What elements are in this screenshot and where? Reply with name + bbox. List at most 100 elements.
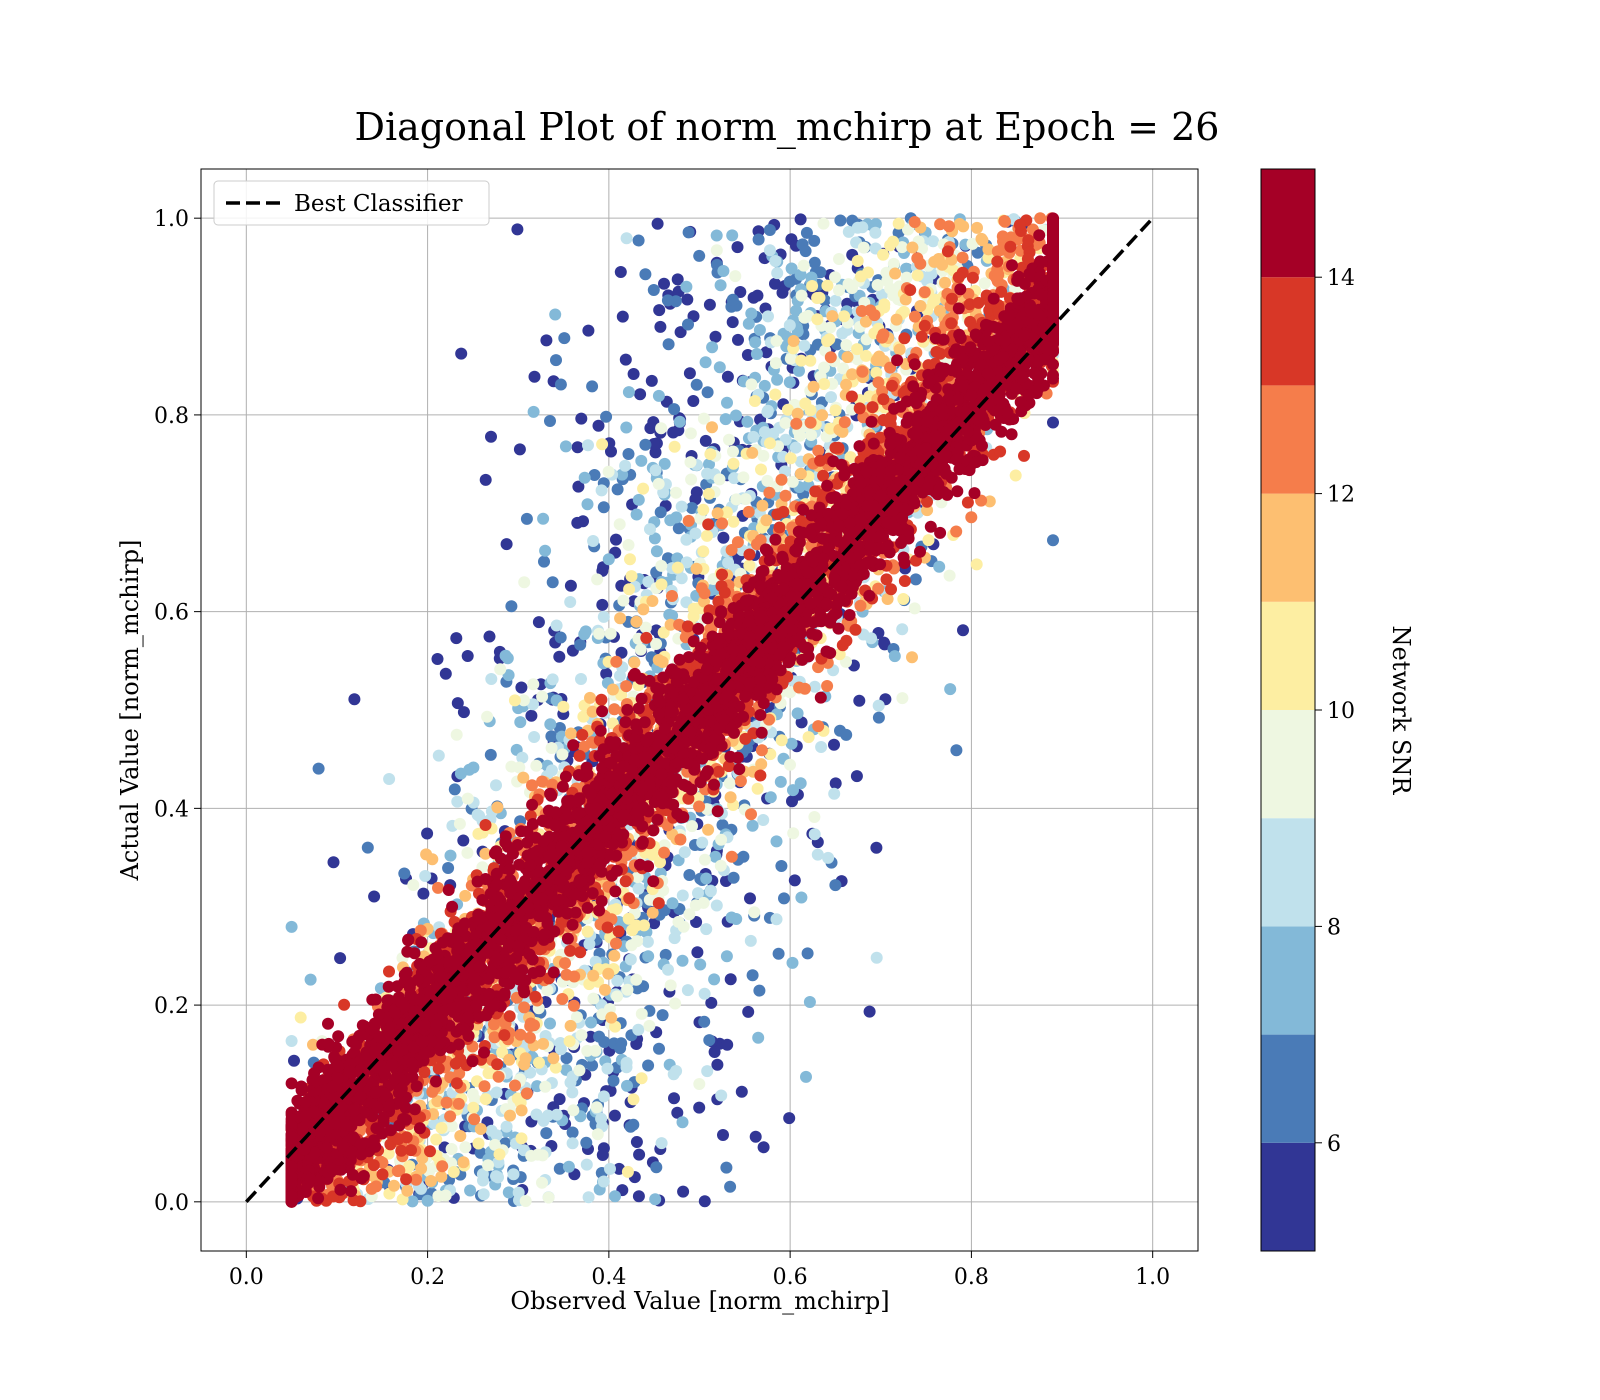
- scatter-point: [821, 680, 834, 692]
- scatter-point: [581, 498, 594, 511]
- scatter-point: [546, 673, 559, 686]
- scatter-point: [872, 711, 885, 724]
- scatter-point: [676, 889, 689, 902]
- scatter-point: [498, 1029, 511, 1042]
- scatter-point: [697, 545, 710, 558]
- scatter-point: [878, 638, 891, 651]
- scatter-point: [600, 410, 613, 423]
- scatter-point: [795, 716, 808, 729]
- scatter-point: [630, 1136, 643, 1148]
- scatter-point: [573, 1064, 586, 1077]
- scatter-point: [457, 1156, 470, 1169]
- scatter-point: [542, 1191, 555, 1204]
- scatter-point: [704, 885, 717, 898]
- scatter-point: [918, 319, 931, 332]
- scatter-point: [580, 1158, 593, 1171]
- scatter-point: [435, 1122, 448, 1134]
- scatter-point: [559, 440, 572, 453]
- scatter-point: [631, 871, 644, 884]
- scatter-point: [771, 267, 784, 280]
- scatter-point: [742, 1005, 755, 1018]
- scatter-point: [886, 379, 898, 392]
- scatter-point: [770, 835, 783, 848]
- scatter-point: [388, 1179, 400, 1192]
- scatter-point: [674, 833, 687, 846]
- scatter-point: [567, 999, 580, 1012]
- scatter-point: [718, 586, 731, 599]
- scatter-point: [781, 403, 794, 416]
- scatter-point: [558, 332, 571, 345]
- scatter-point: [654, 506, 667, 519]
- scatter-point: [616, 310, 629, 323]
- scatter-point: [896, 623, 909, 636]
- scatter-point: [610, 937, 622, 950]
- scatter-point: [621, 1079, 633, 1092]
- scatter-point: [500, 538, 513, 551]
- scatter-point: [846, 368, 859, 381]
- scatter-point: [621, 983, 634, 996]
- scatter-point: [698, 853, 711, 866]
- scatter-point: [878, 301, 891, 314]
- scatter-point: [829, 777, 842, 790]
- scatter-point: [701, 386, 714, 399]
- scatter-point: [909, 310, 921, 323]
- scatter-point: [483, 630, 496, 643]
- scatter-point: [840, 634, 853, 647]
- scatter-point: [869, 226, 882, 239]
- scatter-point: [713, 473, 726, 486]
- scatter-point: [702, 823, 715, 836]
- scatter-point: [693, 1078, 706, 1090]
- scatter-point: [706, 341, 719, 354]
- scatter-point: [791, 407, 804, 420]
- scatter-point: [877, 248, 890, 261]
- scatter-point: [735, 1085, 748, 1098]
- scatter-point: [757, 449, 770, 462]
- scatter-point: [791, 707, 804, 720]
- scatter-point: [753, 324, 766, 336]
- scatter-point: [474, 1123, 487, 1135]
- scatter-point: [758, 379, 771, 392]
- scatter-point: [717, 1129, 729, 1141]
- scatter-point: [662, 338, 675, 351]
- scatter-point: [743, 548, 756, 561]
- scatter-point: [804, 354, 817, 367]
- scatter-point: [575, 673, 587, 685]
- scatter-point: [590, 1101, 603, 1114]
- scatter-point: [508, 694, 521, 707]
- scatter-point: [693, 1101, 706, 1114]
- scatter-point: [652, 897, 665, 910]
- scatter-point: [808, 680, 821, 693]
- scatter-point: [978, 277, 991, 290]
- scatter-point: [664, 618, 677, 631]
- scatter-point: [630, 919, 643, 932]
- scatter-point: [751, 782, 764, 795]
- scatter-point: [713, 361, 726, 374]
- scatter-point: [739, 493, 752, 506]
- scatter-point: [606, 683, 619, 696]
- scatter-point: [564, 1019, 577, 1032]
- scatter-point: [681, 620, 694, 633]
- scatter-point: [601, 921, 614, 934]
- scatter-point: [698, 1195, 711, 1208]
- scatter-point: [745, 808, 757, 821]
- scatter-point: [864, 304, 877, 317]
- scatter-point: [918, 286, 931, 299]
- scatter-point: [785, 737, 798, 750]
- scatter-point: [637, 482, 650, 495]
- scatter-point: [945, 317, 958, 330]
- scatter-point: [503, 1053, 516, 1066]
- scatter-point: [526, 779, 538, 792]
- scatter-point: [727, 871, 740, 884]
- scatter-point: [457, 834, 470, 847]
- scatter-point: [582, 324, 595, 337]
- scatter-point: [731, 241, 744, 254]
- scatter-point: [1009, 469, 1022, 482]
- scatter-point: [490, 1129, 503, 1142]
- scatter-point: [621, 1165, 634, 1178]
- scatter-point: [550, 619, 563, 632]
- scatter-point: [635, 1072, 648, 1085]
- scatter-point: [595, 693, 608, 706]
- scatter-point: [853, 402, 866, 415]
- scatter-point: [584, 1030, 597, 1043]
- scatter-point: [727, 445, 739, 458]
